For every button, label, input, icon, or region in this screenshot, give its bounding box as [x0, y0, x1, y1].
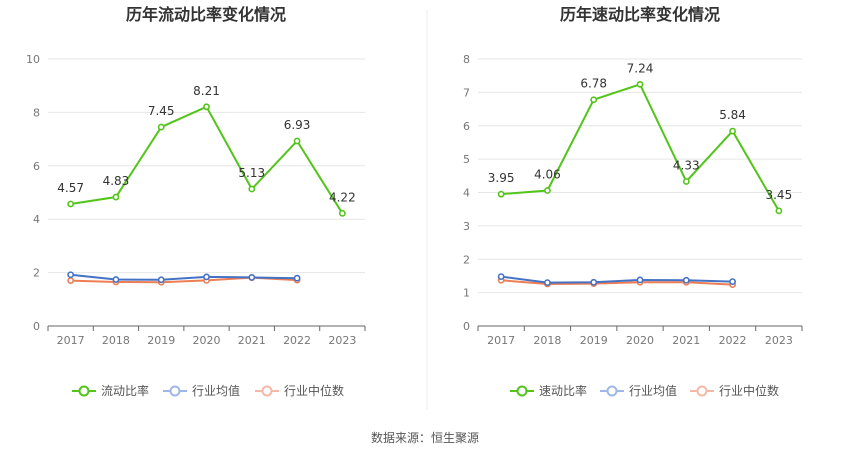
current-ratio-chart: 历年流动比率变化情况 0 2 4 6 8 10 2017 2018 2019 2020 2021 202…: [26, 5, 366, 398]
legend-label: 行业中位数: [719, 383, 779, 398]
x-tick-label: 2019: [147, 334, 175, 347]
data-source-text: 数据来源：恒生聚源: [371, 430, 479, 445]
y-tick-label: 2: [33, 267, 40, 280]
data-point: [203, 103, 210, 111]
legend-item: 行业均值: [600, 383, 677, 398]
legend-label: 流动比率: [101, 383, 149, 398]
y-tick-label: 0: [33, 320, 40, 333]
x-tick-label: 2022: [283, 334, 311, 347]
y-tick-label: 6: [33, 160, 40, 173]
chart-title: 历年速动比率变化情况: [560, 5, 720, 24]
x-tick-label: 2023: [328, 334, 356, 347]
legend-item: 行业均值: [163, 383, 240, 398]
x-tick-label: 2021: [238, 334, 266, 347]
data-point: [293, 137, 301, 145]
data-label: 5.84: [719, 108, 746, 122]
quick-ratio-chart: 历年速动比率变化情况 0 1 2 3 4 5 6 7 8 2017 2018 2019 2020 2021 2…: [463, 5, 803, 398]
legend-item: 行业中位数: [255, 383, 344, 398]
x-tick-label: 2019: [580, 334, 608, 347]
data-point: [729, 127, 736, 135]
chart-title: 历年流动比率变化情况: [126, 5, 286, 24]
series-line: [501, 83, 780, 212]
data-point: [112, 276, 120, 283]
data-point: [729, 278, 736, 286]
data-point: [248, 274, 256, 281]
data-label: 4.06: [534, 167, 561, 181]
data-label: 7.45: [148, 104, 175, 118]
data-label: 4.22: [329, 190, 356, 204]
data-point: [293, 274, 301, 282]
data-label: 4.33: [673, 158, 700, 172]
legend-item: 行业中位数: [690, 383, 779, 398]
data-point: [67, 200, 75, 208]
legend-item: 速动比率: [510, 383, 587, 398]
data-point: [775, 207, 783, 215]
legend-label: 行业均值: [629, 383, 677, 398]
data-label: 8.21: [193, 84, 220, 98]
data-label: 3.45: [765, 188, 792, 202]
y-tick-label: 10: [26, 53, 40, 66]
y-tick-label: 1: [463, 287, 470, 300]
y-tick-label: 6: [463, 120, 470, 133]
data-label: 6.78: [580, 77, 607, 91]
x-tick-label: 2020: [193, 334, 221, 347]
data-point: [67, 271, 75, 279]
data-label: 5.13: [238, 166, 265, 180]
data-point: [497, 190, 505, 198]
legend-item: 流动比率: [72, 383, 149, 398]
y-tick-label: 8: [463, 53, 470, 66]
y-tick-label: 0: [463, 320, 470, 333]
x-tick-label: 2017: [57, 334, 85, 347]
y-tick-label: 4: [463, 187, 470, 200]
legend-label: 行业均值: [192, 383, 240, 398]
data-label: 4.57: [57, 181, 84, 195]
y-tick-label: 2: [463, 253, 470, 266]
data-label: 4.83: [103, 174, 130, 188]
data-label: 7.24: [627, 61, 654, 75]
data-point: [338, 209, 346, 217]
x-tick-label: 2020: [626, 334, 654, 347]
x-tick-label: 2018: [533, 334, 561, 347]
data-point: [682, 178, 690, 185]
series-line: [501, 279, 733, 286]
data-point: [636, 80, 644, 88]
series-line: [70, 273, 298, 281]
data-label: 6.93: [284, 118, 311, 132]
x-tick-label: 2021: [672, 334, 700, 347]
y-tick-label: 3: [463, 220, 470, 233]
x-tick-label: 2023: [765, 334, 793, 347]
data-point: [112, 193, 120, 201]
legend-label: 速动比率: [539, 383, 587, 398]
data-label: 3.95: [488, 171, 515, 185]
data-point: [157, 276, 165, 284]
y-tick-label: 8: [33, 106, 40, 119]
data-point: [67, 277, 75, 285]
data-point: [248, 185, 256, 193]
legend-swatch-marker: [261, 385, 273, 397]
data-point: [544, 279, 551, 287]
y-tick-label: 5: [463, 153, 470, 166]
data-point: [682, 276, 690, 284]
data-point: [497, 273, 505, 281]
data-point: [203, 273, 210, 281]
legend-swatch-marker: [606, 385, 618, 397]
x-tick-label: 2017: [487, 334, 515, 347]
y-tick-label: 7: [463, 86, 470, 99]
x-tick-label: 2018: [102, 334, 130, 347]
data-point: [636, 276, 644, 284]
y-tick-label: 4: [33, 213, 40, 226]
x-tick-label: 2022: [719, 334, 747, 347]
legend-label: 行业中位数: [284, 383, 344, 398]
data-point: [590, 96, 598, 104]
data-point: [590, 278, 598, 286]
legend-swatch-marker: [78, 385, 90, 397]
data-point: [544, 187, 551, 194]
legend-swatch-marker: [516, 385, 528, 397]
data-point: [157, 123, 165, 131]
legend-swatch-marker: [169, 385, 181, 397]
series-line: [501, 275, 733, 284]
legend-swatch-marker: [696, 385, 708, 397]
